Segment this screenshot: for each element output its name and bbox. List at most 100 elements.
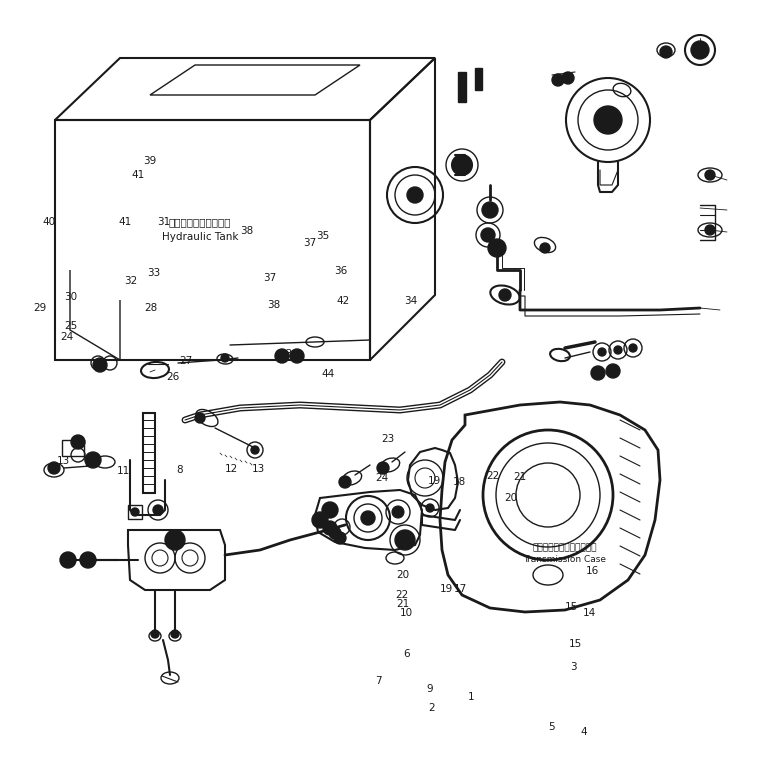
Text: 12: 12	[83, 459, 97, 470]
Text: 13: 13	[252, 464, 265, 474]
Circle shape	[71, 435, 85, 449]
Text: 40: 40	[42, 217, 55, 228]
Text: 37: 37	[303, 238, 317, 248]
Circle shape	[251, 446, 259, 454]
Text: 10: 10	[400, 608, 413, 618]
Text: 25: 25	[64, 321, 78, 331]
Circle shape	[221, 354, 229, 362]
Circle shape	[488, 239, 506, 257]
Text: 15: 15	[568, 639, 582, 650]
Text: 19: 19	[440, 584, 454, 594]
Text: 44: 44	[321, 368, 335, 379]
Text: 39: 39	[143, 156, 157, 167]
Circle shape	[322, 502, 338, 518]
Circle shape	[552, 74, 564, 86]
Text: 9: 9	[427, 684, 433, 694]
Circle shape	[377, 462, 389, 474]
Circle shape	[48, 462, 60, 474]
Bar	[475, 68, 482, 90]
Text: 43: 43	[280, 348, 293, 359]
Circle shape	[153, 505, 163, 515]
Circle shape	[151, 630, 159, 638]
Circle shape	[499, 289, 511, 301]
Text: 11: 11	[117, 465, 131, 476]
Text: 21: 21	[396, 598, 410, 609]
Text: 31: 31	[157, 217, 170, 228]
Text: 42: 42	[336, 296, 350, 307]
Circle shape	[407, 187, 423, 203]
Circle shape	[482, 202, 498, 218]
Text: 22: 22	[395, 590, 409, 601]
Text: 20: 20	[504, 493, 518, 504]
Text: 15: 15	[565, 601, 578, 612]
Text: 14: 14	[582, 608, 596, 618]
Text: 24: 24	[375, 473, 389, 484]
Text: 16: 16	[585, 565, 599, 576]
Circle shape	[606, 364, 620, 378]
Text: 37: 37	[263, 273, 277, 284]
Circle shape	[85, 452, 101, 468]
Bar	[143, 413, 155, 493]
Circle shape	[290, 349, 304, 363]
Text: Transmission Case: Transmission Case	[524, 555, 606, 564]
Circle shape	[614, 346, 622, 354]
Text: 24: 24	[60, 331, 74, 342]
Text: トランスミッションケース: トランスミッションケース	[533, 544, 597, 552]
Text: 26: 26	[166, 371, 180, 382]
Text: 21: 21	[513, 471, 527, 482]
Text: 41: 41	[119, 217, 132, 228]
Text: 34: 34	[404, 295, 417, 306]
Circle shape	[334, 532, 346, 544]
Bar	[128, 505, 142, 519]
Circle shape	[361, 511, 375, 525]
Text: 41: 41	[131, 170, 145, 181]
Circle shape	[312, 512, 328, 528]
Circle shape	[131, 508, 139, 516]
Bar	[458, 72, 466, 102]
Text: 33: 33	[147, 268, 160, 278]
Text: 1: 1	[468, 691, 474, 702]
Circle shape	[691, 41, 709, 59]
Text: 18: 18	[452, 477, 466, 488]
Text: 7: 7	[375, 675, 382, 686]
Text: 35: 35	[316, 231, 330, 241]
Circle shape	[395, 530, 415, 550]
Text: 36: 36	[334, 265, 347, 276]
Text: 20: 20	[396, 570, 410, 581]
Text: 27: 27	[179, 355, 192, 366]
Circle shape	[93, 358, 107, 372]
Text: 29: 29	[33, 303, 46, 314]
Text: 38: 38	[267, 299, 280, 310]
Circle shape	[426, 504, 434, 512]
Text: 17: 17	[454, 584, 467, 594]
Text: 30: 30	[64, 291, 78, 302]
Text: 3: 3	[571, 662, 577, 673]
Circle shape	[171, 630, 179, 638]
Circle shape	[481, 228, 495, 242]
Text: 5: 5	[549, 722, 555, 733]
Circle shape	[452, 155, 472, 175]
Circle shape	[629, 344, 637, 352]
Text: 23: 23	[381, 434, 394, 444]
Circle shape	[60, 552, 76, 568]
Text: 19: 19	[427, 476, 441, 487]
Bar	[62, 440, 84, 456]
Circle shape	[591, 366, 605, 380]
Circle shape	[594, 106, 622, 134]
Text: 2: 2	[429, 703, 435, 714]
Text: 12: 12	[225, 464, 239, 474]
Text: 13: 13	[56, 456, 70, 467]
Text: 22: 22	[486, 471, 499, 481]
Circle shape	[562, 72, 574, 84]
Text: 38: 38	[240, 225, 254, 236]
Circle shape	[598, 348, 606, 356]
Circle shape	[195, 413, 205, 423]
Circle shape	[80, 552, 96, 568]
Text: ハイドロリックタンク: ハイドロリックタンク	[169, 217, 231, 227]
Text: 28: 28	[144, 303, 158, 314]
Text: 6: 6	[404, 648, 410, 659]
Text: Hydraulic Tank: Hydraulic Tank	[162, 232, 238, 242]
Circle shape	[275, 349, 289, 363]
Text: 8: 8	[176, 464, 182, 475]
Circle shape	[329, 527, 341, 539]
